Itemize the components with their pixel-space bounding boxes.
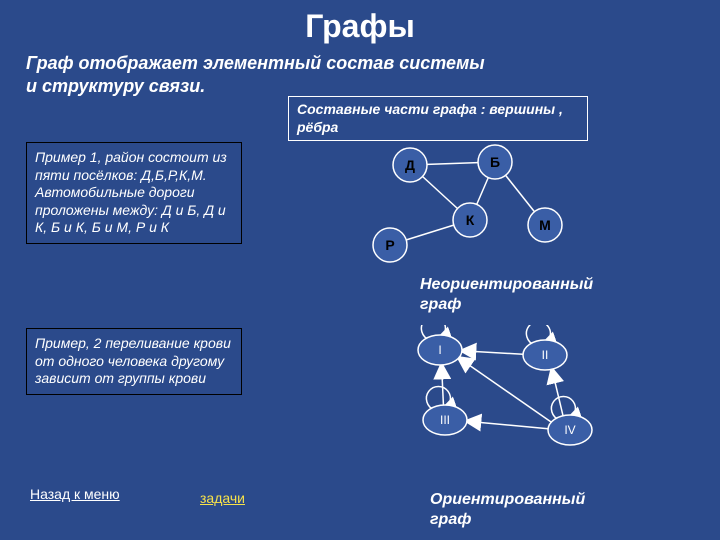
tasks-link[interactable]: задачи (200, 490, 245, 506)
example2-text: Пример, 2 переливание крови от одного че… (35, 335, 231, 386)
page-title: Графы (0, 8, 720, 45)
svg-text:I: I (438, 343, 441, 357)
tasks-link-label: задачи (200, 490, 245, 506)
undirected-label: Неориентированный граф (420, 275, 620, 315)
directed-graph: IIIIIIIV (370, 325, 640, 475)
intro-text: Граф отображает элементный состав систем… (26, 52, 496, 97)
svg-text:Б: Б (490, 154, 500, 170)
svg-text:К: К (466, 212, 475, 228)
example2-box: Пример, 2 переливание крови от одного че… (26, 328, 242, 395)
components-box: Составные части графа : вершины , рёбра (288, 96, 588, 141)
svg-text:М: М (539, 217, 551, 233)
example1-text: Пример 1, район состоит из пяти посёлков… (35, 149, 227, 235)
undirected-label-text: Неориентированный граф (420, 276, 593, 313)
directed-label-text: Ориентированный граф (430, 491, 585, 528)
svg-text:II: II (542, 348, 549, 362)
svg-text:IV: IV (564, 423, 575, 437)
svg-text:Р: Р (385, 237, 394, 253)
example1-box: Пример 1, район состоит из пяти посёлков… (26, 142, 242, 244)
back-to-menu-link[interactable]: Назад к меню (30, 486, 120, 502)
components-text: Составные части графа : вершины , рёбра (297, 101, 563, 135)
svg-text:Д: Д (405, 157, 415, 173)
svg-text:III: III (440, 413, 450, 427)
undirected-graph: Д Б К М Р (320, 140, 600, 280)
intro-text-span: Граф отображает элементный состав систем… (26, 53, 485, 96)
back-to-menu-label: Назад к меню (30, 486, 120, 502)
directed-label: Ориентированный граф (430, 490, 630, 530)
